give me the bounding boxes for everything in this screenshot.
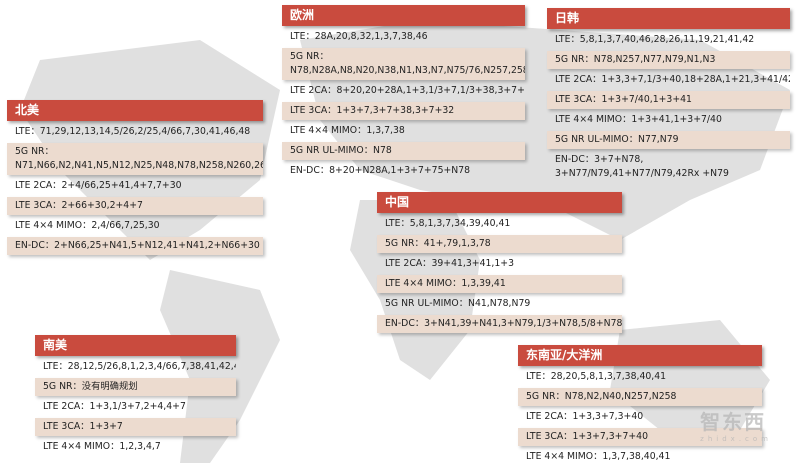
band-row: EN-DC：3+7+N78, 3+N77/N79,41+N77/N79,42Rx… xyxy=(555,154,729,179)
band-row: 5G NR：41+,79,1,3,78 xyxy=(377,235,622,253)
band-row: EN-DC：3+N41,39+N41,3+N79,1/3+N78,5/8+N78 xyxy=(377,315,622,333)
band-row: 5G NR：N78,N2,N40,N257,N258 xyxy=(518,388,762,406)
band-row: 5G NR：N71,N66,N2,N41,N5,N12,N25,N48,N78,… xyxy=(7,143,263,175)
band-row: LTE 3CA：1+3+7,3+7+40 xyxy=(518,428,762,446)
band-row: EN-DC：8+20+N28A,1+3+7+75+N78 xyxy=(290,165,471,176)
band-row: 5G NR UL-MIMO：N41,N78,N79 xyxy=(385,298,531,309)
band-row: 5G NR：N78,N28A,N8,N20,N38,N1,N3,N7,N75/7… xyxy=(282,48,525,80)
band-row: LTE 2CA：1+3,1/3+7,2+4,4+7 xyxy=(43,401,186,412)
band-row: LTE 3CA：1+3+7/40,1+3+41 xyxy=(547,91,790,109)
region-title: 东南亚/大洋洲 xyxy=(518,345,762,366)
band-row: 5G NR：N78,N257,N77,N79,N1,N3 xyxy=(547,51,790,69)
region-title: 中国 xyxy=(377,192,622,213)
band-row: 5G NR UL-MIMO：N78 xyxy=(282,142,525,160)
band-row: LTE：28,12,5/26,8,1,2,3,4/66,7,38,41,42,4… xyxy=(43,361,236,372)
band-row: LTE 2CA：2+4/66,25+41,4+7,7+30 xyxy=(15,180,182,191)
band-row: LTE：28,20,5,8,1,3,7,38,40,41 xyxy=(526,371,667,382)
band-row: LTE：5,8,1,3,7,40,46,28,26,11,19,21,41,42 xyxy=(555,34,755,45)
watermark-site: zhidx.com xyxy=(700,435,772,443)
region-north-america: 北美 LTE：71,29,12,13,14,5/26,2/25,4/66,7,3… xyxy=(7,100,263,255)
region-title: 南美 xyxy=(35,335,236,356)
band-row: LTE 4×4 MIMO：1,3,39,41 xyxy=(377,275,622,293)
region-china: 中国 LTE：5,8,1,3,7,34,39,40,41 5G NR：41+,7… xyxy=(377,192,622,333)
band-row: LTE 4×4 MIMO：1+3+41,1+3+7/40 xyxy=(555,114,722,125)
band-row: 5G NR UL-MIMO：N77,N79 xyxy=(547,131,790,149)
watermark-logo-text: 智东西 xyxy=(700,410,767,434)
band-row: LTE 3CA：2+66+30,2+4+7 xyxy=(7,197,263,215)
band-row: 5G NR：没有明确规划 xyxy=(35,378,236,396)
region-japan-korea: 日韩 LTE：5,8,1,3,7,40,46,28,26,11,19,21,41… xyxy=(547,8,790,183)
region-title: 日韩 xyxy=(547,8,790,29)
band-row: LTE 4×4 MIMO：1,3,7,38 xyxy=(290,125,405,136)
region-title: 北美 xyxy=(7,100,263,121)
band-row: LTE 2CA：1+3,3+7,3+40 xyxy=(526,411,644,422)
band-row: LTE：71,29,12,13,14,5/26,2/25,4/66,7,30,4… xyxy=(15,126,251,137)
region-title: 欧洲 xyxy=(282,5,525,26)
band-row: LTE：28A,20,8,32,1,3,7,38,46 xyxy=(290,31,428,42)
band-row: LTE：5,8,1,3,7,34,39,40,41 xyxy=(385,218,511,229)
band-row: EN-DC：2+N66,25+N41,5+N12,41+N41,2+N66+30 xyxy=(7,237,263,255)
band-row: LTE 3CA：1+3+7,3+7+38,3+7+32 xyxy=(282,102,525,120)
band-row: LTE 3CA：1+3+7 xyxy=(35,418,236,436)
band-row: LTE 2CA：39+41,3+41,1+3 xyxy=(385,258,514,269)
band-row: LTE 4×4 MIMO：1,3,7,38,40,41 xyxy=(526,451,671,462)
region-southeast-asia-oceania: 东南亚/大洋洲 LTE：28,20,5,8,1,3,7,38,40,41 5G … xyxy=(518,345,762,466)
band-row: LTE 2CA：1+3,3+7,1/3+40,18+28A,1+21,3+41/… xyxy=(555,74,790,85)
band-row: LTE 4×4 MIMO：1,2,3,4,7 xyxy=(43,441,161,452)
region-south-america: 南美 LTE：28,12,5/26,8,1,2,3,4/66,7,38,41,4… xyxy=(35,335,236,456)
region-europe: 欧洲 LTE：28A,20,8,32,1,3,7,38,46 5G NR：N78… xyxy=(282,5,525,180)
watermark-logo: 智东西 zhidx.com xyxy=(700,406,772,443)
band-row: LTE 4×4 MIMO：2,4/66,7,25,30 xyxy=(15,220,160,231)
band-row: LTE 2CA：8+20,20+28A,1+3,1/3+7,1/3+38,3+7… xyxy=(290,85,525,96)
